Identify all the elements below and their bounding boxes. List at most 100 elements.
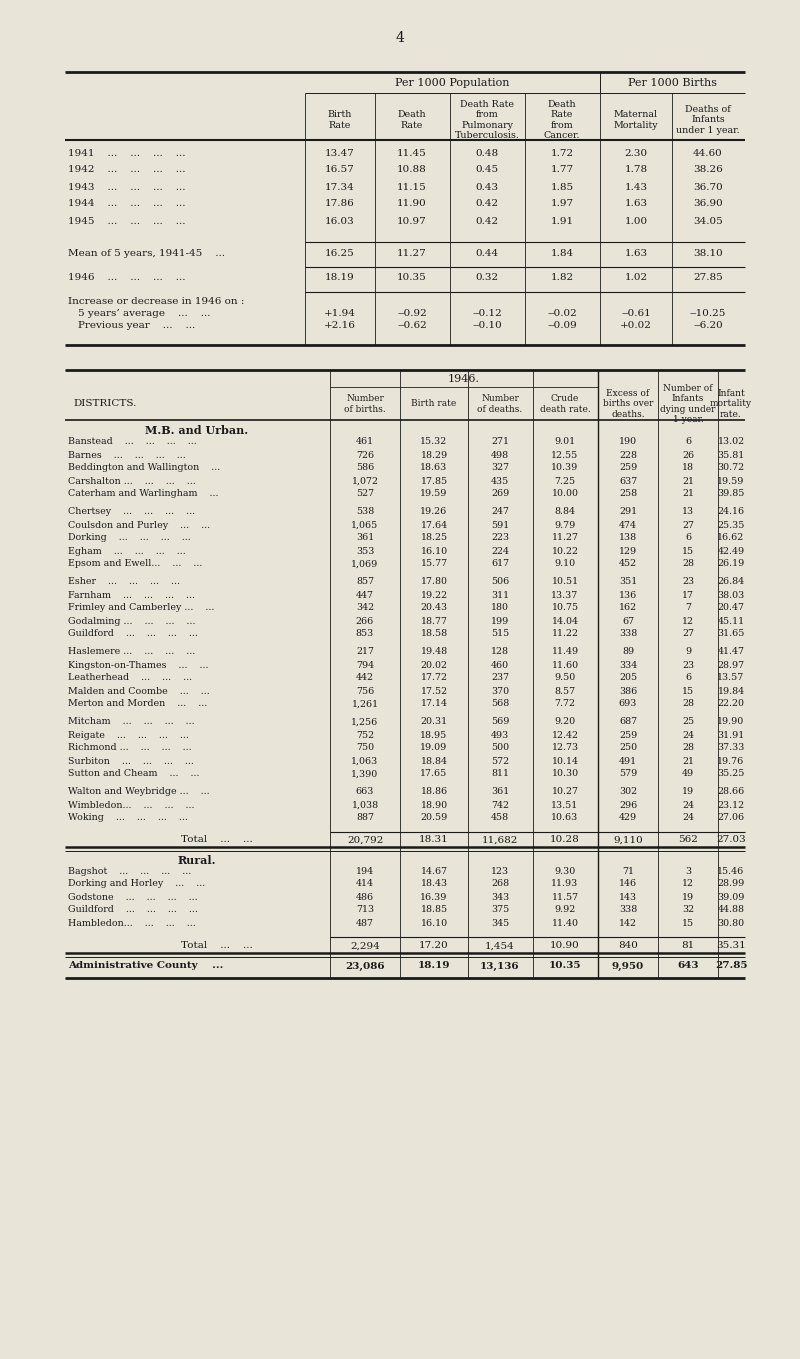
Text: Death
Rate
from
Cancer.: Death Rate from Cancer.: [544, 101, 580, 140]
Text: 18.25: 18.25: [421, 534, 447, 542]
Text: 361: 361: [356, 534, 374, 542]
Text: 6: 6: [685, 438, 691, 447]
Text: Number of
Infants
dying under
1 year.: Number of Infants dying under 1 year.: [660, 383, 716, 424]
Text: Previous year    ...    ...: Previous year ... ...: [78, 322, 195, 330]
Text: 637: 637: [619, 477, 637, 485]
Text: 1.91: 1.91: [550, 216, 574, 226]
Text: 17.14: 17.14: [421, 700, 447, 708]
Text: Total    ...    ...: Total ... ...: [181, 942, 253, 950]
Text: ‒0.09: ‒0.09: [547, 322, 577, 330]
Text: 375: 375: [491, 905, 509, 915]
Text: Caterham and Warlingham    ...: Caterham and Warlingham ...: [68, 489, 218, 499]
Text: 1.78: 1.78: [625, 166, 647, 174]
Text: Banstead    ...    ...    ...    ...: Banstead ... ... ... ...: [68, 438, 197, 447]
Text: 17.64: 17.64: [421, 520, 447, 530]
Text: ‒0.92: ‒0.92: [397, 308, 427, 318]
Text: 25.35: 25.35: [718, 520, 745, 530]
Text: 794: 794: [356, 660, 374, 670]
Text: Number
of births.: Number of births.: [344, 394, 386, 413]
Text: 21: 21: [682, 757, 694, 765]
Text: 266: 266: [356, 617, 374, 625]
Text: 20.31: 20.31: [421, 718, 447, 727]
Text: 0.42: 0.42: [475, 216, 498, 226]
Text: 228: 228: [619, 450, 637, 459]
Text: 0.44: 0.44: [475, 249, 498, 257]
Text: 752: 752: [356, 731, 374, 739]
Text: Deaths of
Infants
under 1 year.: Deaths of Infants under 1 year.: [676, 105, 740, 135]
Text: 9.10: 9.10: [554, 560, 575, 568]
Text: 458: 458: [491, 814, 509, 822]
Text: 338: 338: [619, 905, 637, 915]
Text: 18.31: 18.31: [419, 836, 449, 844]
Text: 19.26: 19.26: [420, 507, 448, 516]
Text: 17.86: 17.86: [325, 200, 355, 208]
Text: 4: 4: [395, 31, 405, 45]
Text: ‒0.61: ‒0.61: [621, 308, 651, 318]
Text: 10.75: 10.75: [551, 603, 578, 613]
Text: 11.40: 11.40: [551, 919, 578, 927]
Text: Leatherhead    ...    ...    ...: Leatherhead ... ... ...: [68, 674, 192, 682]
Text: Esher    ...    ...    ...    ...: Esher ... ... ... ...: [68, 578, 180, 587]
Text: 38.03: 38.03: [718, 591, 745, 599]
Text: 9.20: 9.20: [554, 718, 575, 727]
Text: 11.27: 11.27: [397, 249, 427, 257]
Text: 461: 461: [356, 438, 374, 447]
Text: 491: 491: [619, 757, 637, 765]
Text: 591: 591: [491, 520, 509, 530]
Text: 11.90: 11.90: [397, 200, 427, 208]
Text: 11.49: 11.49: [551, 647, 578, 656]
Text: 663: 663: [356, 787, 374, 796]
Text: 16.10: 16.10: [421, 546, 447, 556]
Text: Sutton and Cheam    ...    ...: Sutton and Cheam ... ...: [68, 769, 199, 779]
Text: Richmond ...    ...    ...    ...: Richmond ... ... ... ...: [68, 743, 192, 753]
Text: Administrative County    ...: Administrative County ...: [68, 962, 223, 970]
Text: Walton and Weybridge ...    ...: Walton and Weybridge ... ...: [68, 787, 210, 796]
Text: 10.14: 10.14: [551, 757, 578, 765]
Text: 28: 28: [682, 743, 694, 753]
Text: 16.39: 16.39: [420, 893, 448, 901]
Text: 19: 19: [682, 893, 694, 901]
Text: 129: 129: [619, 546, 637, 556]
Text: 19.90: 19.90: [718, 718, 745, 727]
Text: 0.42: 0.42: [475, 200, 498, 208]
Text: 23.12: 23.12: [718, 800, 745, 810]
Text: Reigate    ...    ...    ...    ...: Reigate ... ... ... ...: [68, 731, 189, 739]
Text: 17.80: 17.80: [421, 578, 447, 587]
Text: 31.65: 31.65: [718, 629, 745, 639]
Text: 15.32: 15.32: [420, 438, 448, 447]
Text: 44.88: 44.88: [718, 905, 745, 915]
Text: 11.93: 11.93: [551, 879, 578, 889]
Text: 2,294: 2,294: [350, 942, 380, 950]
Text: 143: 143: [619, 893, 637, 901]
Text: 67: 67: [622, 617, 634, 625]
Text: 756: 756: [356, 686, 374, 696]
Text: 1943    ...    ...    ...    ...: 1943 ... ... ... ...: [68, 182, 186, 192]
Text: 370: 370: [491, 686, 509, 696]
Text: 19.48: 19.48: [421, 647, 447, 656]
Text: 586: 586: [356, 463, 374, 473]
Text: 26: 26: [682, 450, 694, 459]
Text: 18.90: 18.90: [421, 800, 447, 810]
Text: 194: 194: [356, 867, 374, 875]
Text: 10.97: 10.97: [397, 216, 427, 226]
Text: 8.84: 8.84: [554, 507, 575, 516]
Text: 12.73: 12.73: [551, 743, 578, 753]
Text: 35.31: 35.31: [716, 942, 746, 950]
Text: Dorking and Horley    ...    ...: Dorking and Horley ... ...: [68, 879, 206, 889]
Text: 9.92: 9.92: [554, 905, 576, 915]
Text: M.B. and Urban.: M.B. and Urban.: [146, 425, 249, 436]
Text: Rural.: Rural.: [178, 855, 216, 866]
Text: 39.85: 39.85: [718, 489, 745, 499]
Text: 11,682: 11,682: [482, 836, 518, 844]
Text: 1,072: 1,072: [351, 477, 378, 485]
Text: Barnes    ...    ...    ...    ...: Barnes ... ... ... ...: [68, 450, 186, 459]
Text: 20.59: 20.59: [420, 814, 448, 822]
Text: 49: 49: [682, 769, 694, 779]
Text: Godalming ...    ...    ...    ...: Godalming ... ... ... ...: [68, 617, 195, 625]
Text: 1941    ...    ...    ...    ...: 1941 ... ... ... ...: [68, 148, 186, 158]
Text: 36.90: 36.90: [693, 200, 723, 208]
Text: 37.33: 37.33: [718, 743, 745, 753]
Text: 21: 21: [682, 477, 694, 485]
Text: 36.70: 36.70: [693, 182, 723, 192]
Text: 15.46: 15.46: [718, 867, 745, 875]
